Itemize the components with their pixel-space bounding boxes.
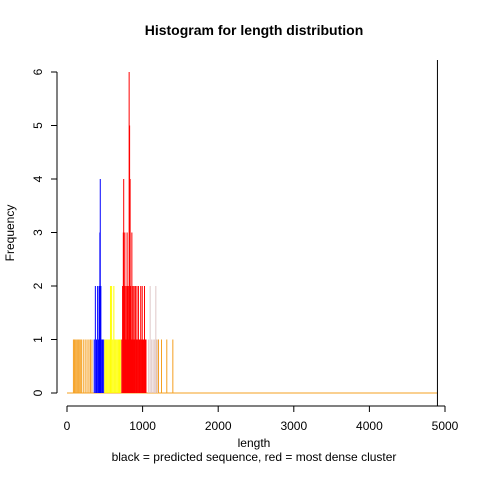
x-tick-label: 1000 — [129, 419, 156, 433]
x-axis-ticks: 0 1000 2000 3000 4000 5000 — [64, 406, 459, 433]
y-tick-label: 3 — [31, 229, 45, 236]
y-tick-label: 6 — [31, 68, 45, 75]
x-tick-label: 3000 — [280, 419, 307, 433]
y-tick-label: 1 — [31, 336, 45, 343]
y-axis-label: Frequency — [3, 205, 17, 262]
histogram-bars — [67, 72, 437, 393]
y-tick-label: 2 — [31, 282, 45, 289]
y-tick-label: 4 — [31, 175, 45, 182]
chart-title: Histogram for length distribution — [145, 22, 364, 38]
x-tick-label: 0 — [64, 419, 71, 433]
y-tick-label: 0 — [31, 389, 45, 396]
x-tick-label: 5000 — [432, 419, 459, 433]
x-axis-label: length — [238, 436, 271, 450]
chart-subtitle: black = predicted sequence, red = most d… — [112, 450, 397, 464]
x-tick-label: 2000 — [205, 419, 232, 433]
y-tick-label: 5 — [31, 122, 45, 129]
x-tick-label: 4000 — [356, 419, 383, 433]
y-axis-ticks: 0 1 2 3 4 5 6 — [31, 68, 57, 396]
